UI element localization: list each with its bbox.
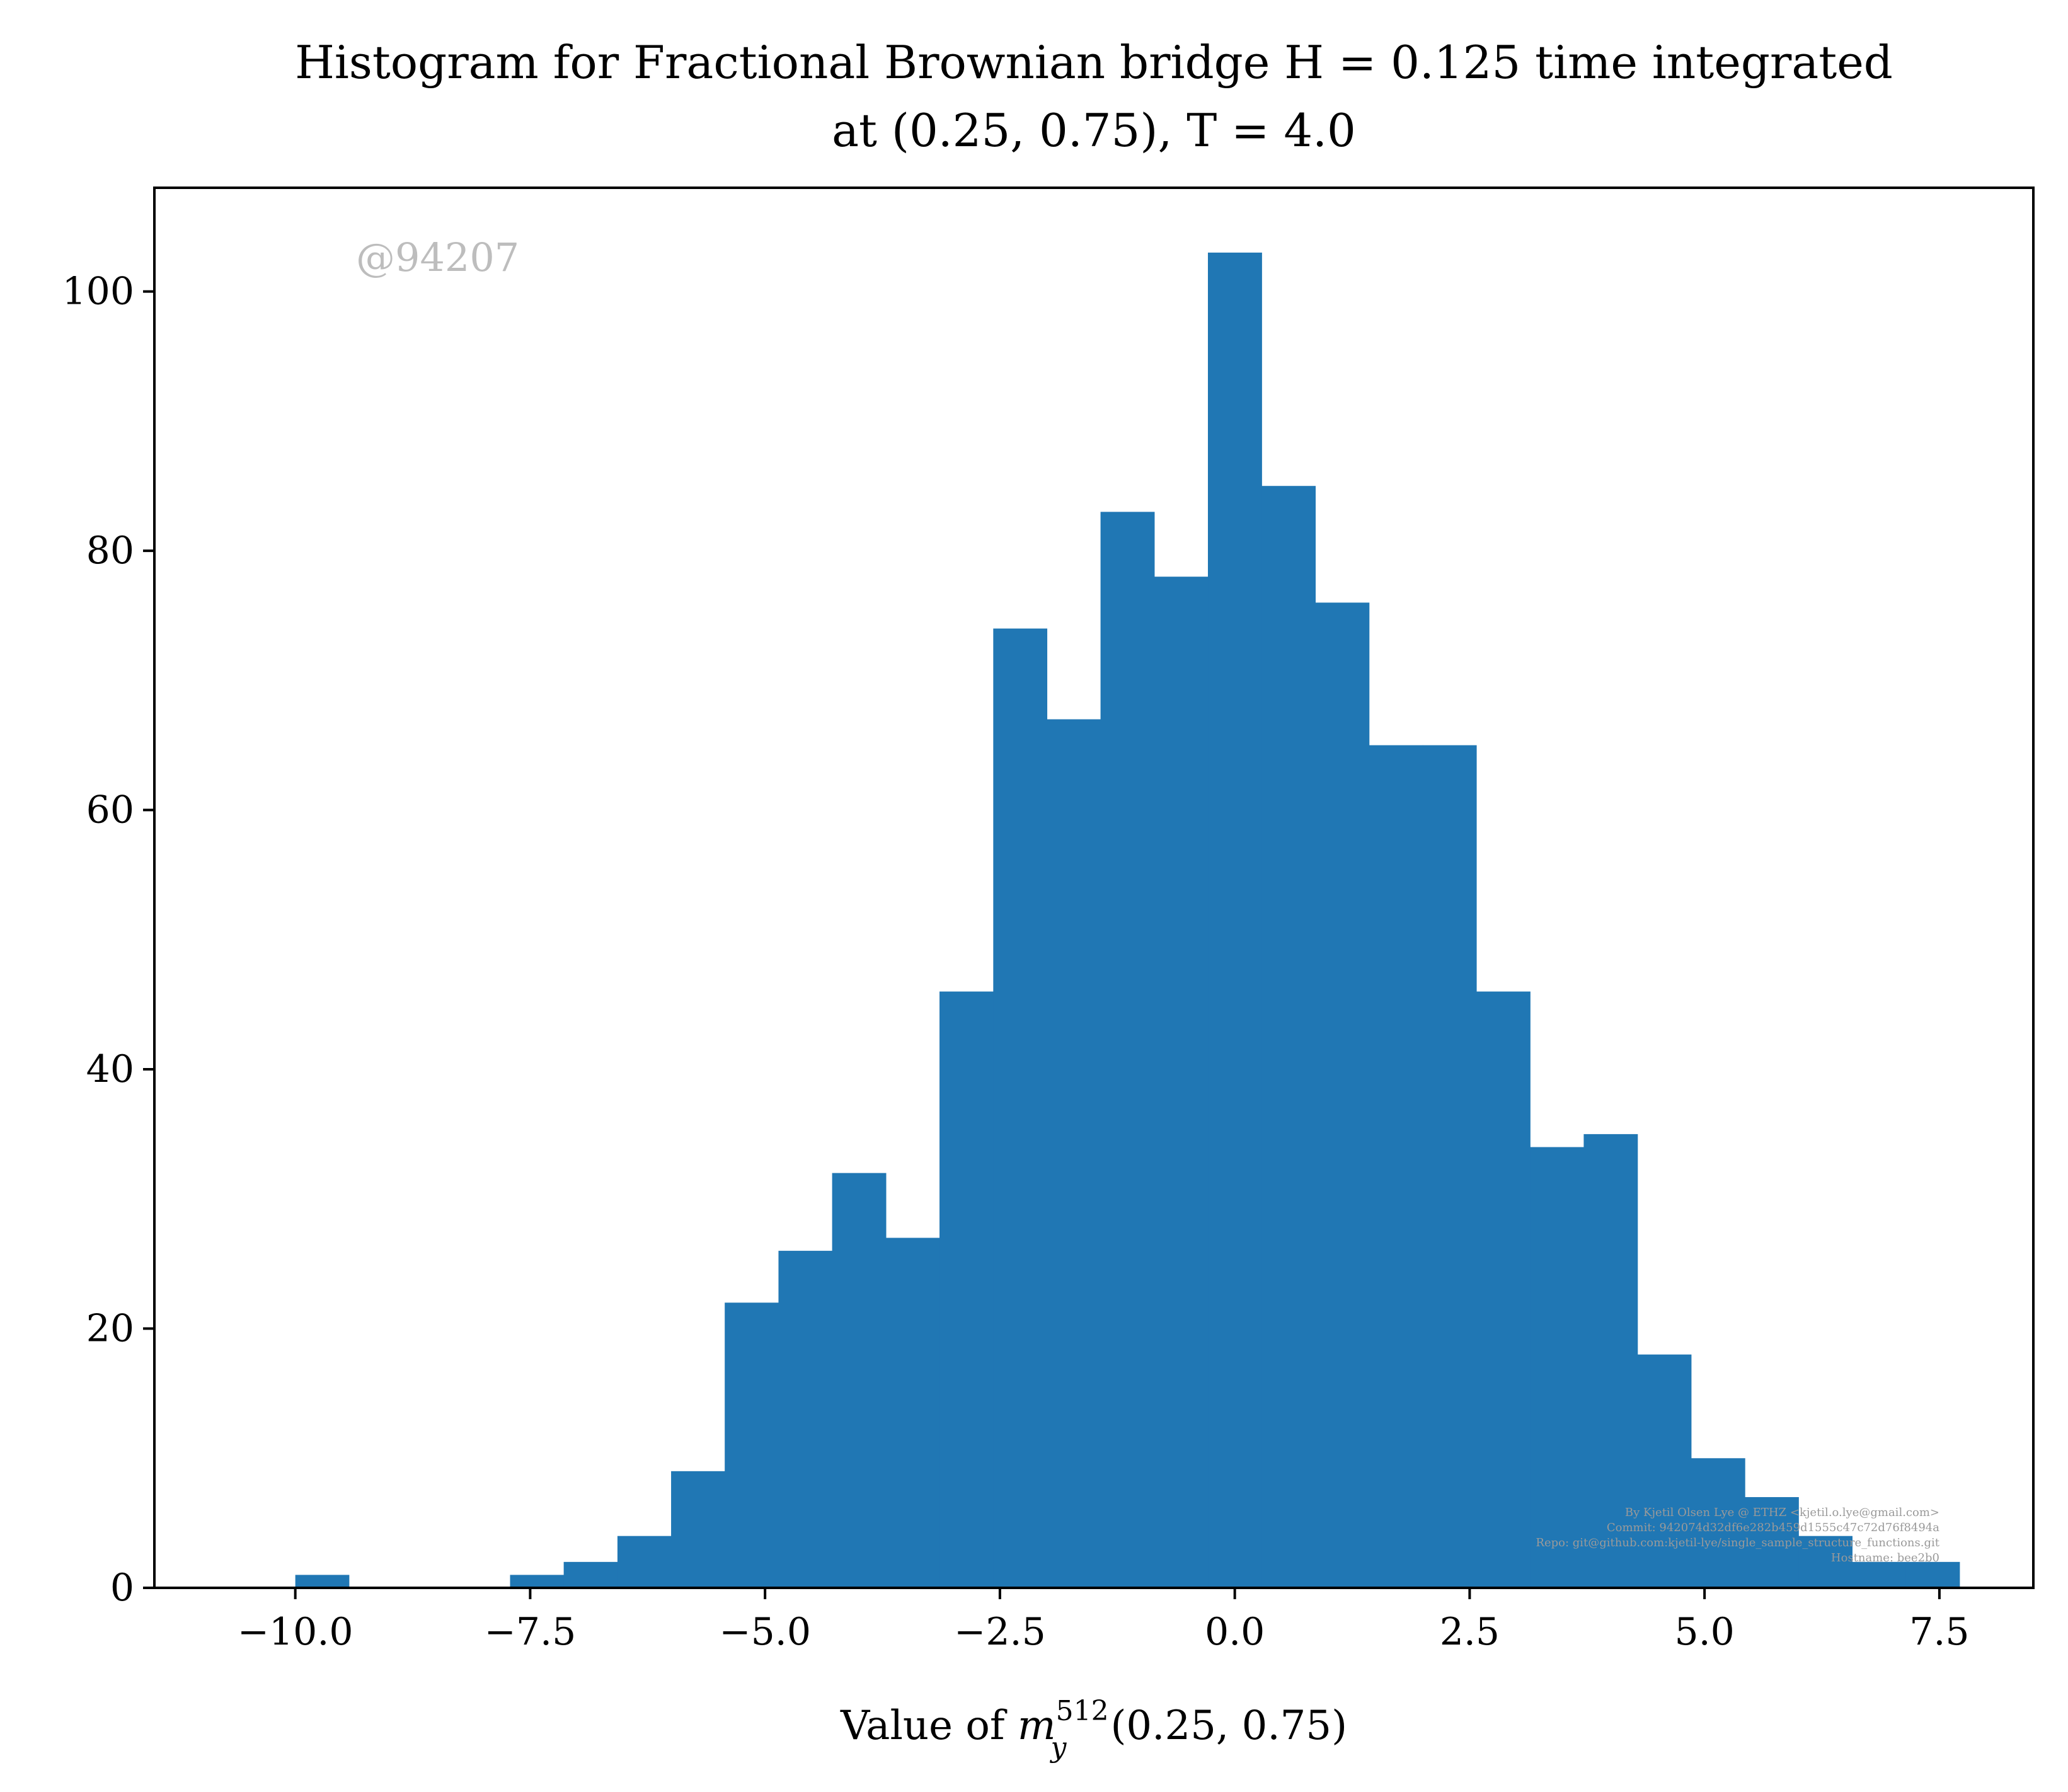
y-tick-label: 40 <box>86 1047 134 1091</box>
x-tick-label: −10.0 <box>238 1610 353 1654</box>
chart-title-line-2: at (0.25, 0.75), T = 4.0 <box>832 104 1356 157</box>
y-tick-label: 60 <box>86 788 134 832</box>
histogram-bar <box>1852 1561 1907 1588</box>
histogram-bar <box>1476 991 1531 1588</box>
x-axis-label-sub: y <box>1050 1732 1067 1764</box>
histogram-bar <box>1369 745 1423 1588</box>
histogram-bar <box>778 1251 833 1588</box>
x-axis-label-m: m <box>1018 1703 1056 1749</box>
x-tick-label: −2.5 <box>954 1610 1046 1654</box>
y-tick-label: 80 <box>86 529 134 573</box>
histogram-bar <box>1637 1354 1692 1588</box>
histogram-bar <box>1691 1458 1745 1588</box>
histogram-bar <box>1583 1134 1638 1588</box>
x-axis-label-prefix: Value of <box>840 1703 1018 1749</box>
y-tick-label: 100 <box>62 270 134 314</box>
watermark-label: @94207 <box>356 234 519 280</box>
x-axis-label: Value of m512 y (0.25, 0.75) <box>840 1695 1347 1764</box>
x-tick-label: 7.5 <box>1909 1610 1969 1654</box>
histogram-bar <box>939 991 994 1588</box>
y-tick-label: 20 <box>86 1307 134 1351</box>
chart-title-line-1: Histogram for Fractional Brownian bridge… <box>295 36 1893 89</box>
histogram-bar <box>617 1536 672 1588</box>
x-tick-label: 5.0 <box>1674 1610 1734 1654</box>
histogram-bar <box>1100 512 1155 1588</box>
histogram-bar <box>1745 1496 1799 1588</box>
histogram-bar <box>671 1471 725 1588</box>
x-tick-label: −7.5 <box>485 1610 577 1654</box>
x-axis-ticks: −10.0 −7.5 −5.0 −2.5 0.0 2.5 5.0 7.5 <box>238 1588 1970 1654</box>
histogram-bar <box>725 1302 779 1588</box>
x-tick-label: −5.0 <box>719 1610 811 1654</box>
histogram-bar <box>1261 486 1316 1588</box>
credit-line-1: By Kjetil Olsen Lye @ ETHZ <kjetil.o.lye… <box>1625 1506 1939 1519</box>
histogram-bar <box>510 1575 565 1588</box>
y-axis-ticks: 0 20 40 60 80 100 <box>62 270 154 1610</box>
histogram-bar <box>1905 1561 1960 1588</box>
x-axis-label-sup: 512 <box>1056 1695 1109 1727</box>
histogram-bar <box>1422 745 1477 1588</box>
histogram-bar <box>1798 1536 1853 1588</box>
histogram-bar <box>885 1238 940 1588</box>
x-tick-label: 0.0 <box>1205 1610 1265 1654</box>
histogram-bar <box>1208 252 1262 1588</box>
histogram-bar <box>1530 1147 1585 1588</box>
x-tick-label: 2.5 <box>1440 1610 1500 1654</box>
credit-line-3: Repo: git@github.com:kjetil-lye/single_s… <box>1536 1536 1939 1549</box>
credit-line-4: Hostname: bee2b0 <box>1831 1551 1939 1565</box>
credit-line-2: Commit: 942074d32df6e282b459d1555c47c72d… <box>1607 1521 1939 1534</box>
credits-block: By Kjetil Olsen Lye @ ETHZ <kjetil.o.lye… <box>1536 1506 1939 1565</box>
plot-frame <box>153 187 2035 1589</box>
histogram-bars <box>295 252 1960 1588</box>
y-tick-label: 0 <box>110 1566 134 1610</box>
histogram-bar <box>563 1561 618 1588</box>
x-axis-label-args: (0.25, 0.75) <box>1110 1703 1347 1749</box>
histogram-bar <box>1154 577 1209 1588</box>
histogram-bar <box>993 628 1048 1588</box>
histogram-bar <box>1315 602 1370 1588</box>
histogram-bar <box>832 1173 887 1588</box>
histogram-bar <box>295 1575 350 1588</box>
histogram-bar <box>1047 719 1101 1588</box>
